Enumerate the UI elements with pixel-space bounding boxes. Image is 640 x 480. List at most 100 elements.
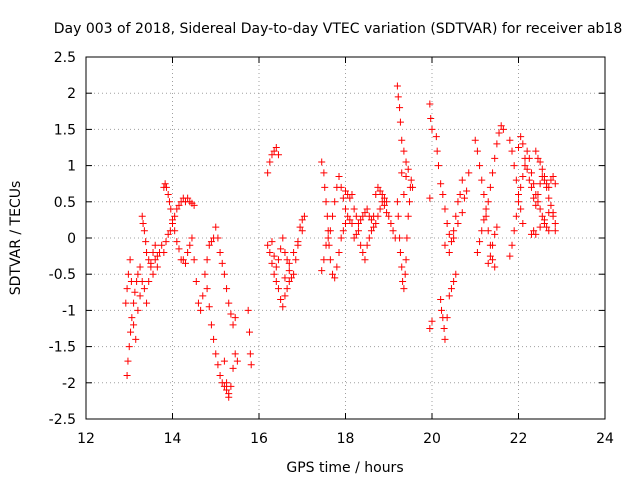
data-point: [517, 133, 525, 141]
data-point: [407, 176, 415, 184]
y-tick-label: -1: [62, 303, 76, 319]
data-point: [212, 223, 220, 231]
data-point: [190, 201, 198, 209]
data-point: [545, 194, 553, 202]
data-point: [463, 187, 471, 195]
data-point: [274, 151, 282, 159]
data-point: [245, 328, 253, 336]
y-tick-label: -1.5: [49, 340, 76, 356]
data-point: [350, 234, 358, 242]
data-point: [484, 227, 492, 235]
data-point: [173, 238, 181, 246]
data-point: [216, 248, 224, 256]
data-point: [134, 270, 142, 278]
data-point: [124, 357, 132, 365]
data-point: [428, 317, 436, 325]
data-point: [456, 191, 464, 199]
data-point: [346, 194, 354, 202]
data-point: [376, 187, 384, 195]
data-point: [458, 209, 466, 217]
data-point: [545, 227, 553, 235]
data-point: [536, 158, 544, 166]
data-point: [337, 234, 345, 242]
data-point: [409, 183, 417, 191]
data-point: [203, 256, 211, 264]
data-point: [298, 227, 306, 235]
data-point: [523, 147, 531, 155]
data-point: [181, 259, 189, 267]
data-point: [207, 321, 215, 329]
data-point: [400, 191, 408, 199]
chart-title: Day 003 of 2018, Sidereal Day-to-day VTE…: [54, 21, 623, 37]
data-point: [499, 125, 507, 133]
data-point: [385, 212, 393, 220]
data-point: [151, 256, 159, 264]
data-point: [268, 151, 276, 159]
data-point: [545, 183, 553, 191]
data-point: [402, 172, 410, 180]
data-point: [160, 248, 168, 256]
data-point: [350, 205, 358, 213]
data-point: [220, 382, 228, 390]
data-point: [210, 335, 218, 343]
data-point: [270, 252, 278, 260]
data-point: [398, 136, 406, 144]
data-point: [272, 263, 280, 271]
data-point: [171, 212, 179, 220]
data-point: [519, 220, 527, 228]
data-point: [285, 259, 293, 267]
data-point: [247, 361, 255, 369]
data-point: [437, 180, 445, 188]
data-point: [335, 172, 343, 180]
data-point: [320, 256, 328, 264]
data-point: [283, 256, 291, 264]
data-point: [454, 220, 462, 228]
data-point: [344, 212, 352, 220]
data-point: [268, 238, 276, 246]
data-point: [329, 270, 337, 278]
data-point: [426, 194, 434, 202]
data-point: [536, 180, 544, 188]
data-point: [342, 205, 349, 213]
data-point: [175, 201, 183, 209]
data-point: [357, 241, 365, 249]
data-point: [404, 165, 412, 173]
data-point: [164, 230, 172, 238]
data-point: [162, 238, 170, 246]
data-point: [525, 176, 533, 184]
data-point: [186, 241, 194, 249]
data-point: [352, 212, 360, 220]
data-point: [339, 227, 347, 235]
data-point: [123, 372, 131, 380]
data-point: [447, 285, 455, 293]
data-point: [122, 299, 130, 307]
data-point: [393, 82, 401, 90]
data-point: [443, 314, 451, 322]
data-point: [441, 335, 449, 343]
data-point: [517, 205, 525, 213]
data-point: [164, 191, 172, 199]
x-axis-label: GPS time / hours: [286, 460, 403, 476]
data-point: [326, 227, 334, 235]
data-point: [318, 267, 326, 275]
data-point: [162, 183, 170, 191]
data-point: [437, 296, 445, 304]
data-point: [398, 169, 406, 177]
data-point: [438, 306, 446, 314]
data-point: [506, 136, 514, 144]
data-point: [450, 227, 458, 235]
data-point: [147, 263, 155, 271]
data-point: [532, 147, 540, 155]
data-point: [402, 158, 410, 166]
data-point: [519, 172, 527, 180]
data-point: [346, 216, 354, 224]
data-point: [321, 183, 329, 191]
data-point: [363, 241, 371, 249]
data-point: [225, 393, 233, 401]
data-point: [515, 198, 522, 206]
data-point: [376, 205, 384, 213]
data-point: [298, 216, 306, 224]
data-point: [547, 176, 555, 184]
data-point: [543, 180, 551, 188]
